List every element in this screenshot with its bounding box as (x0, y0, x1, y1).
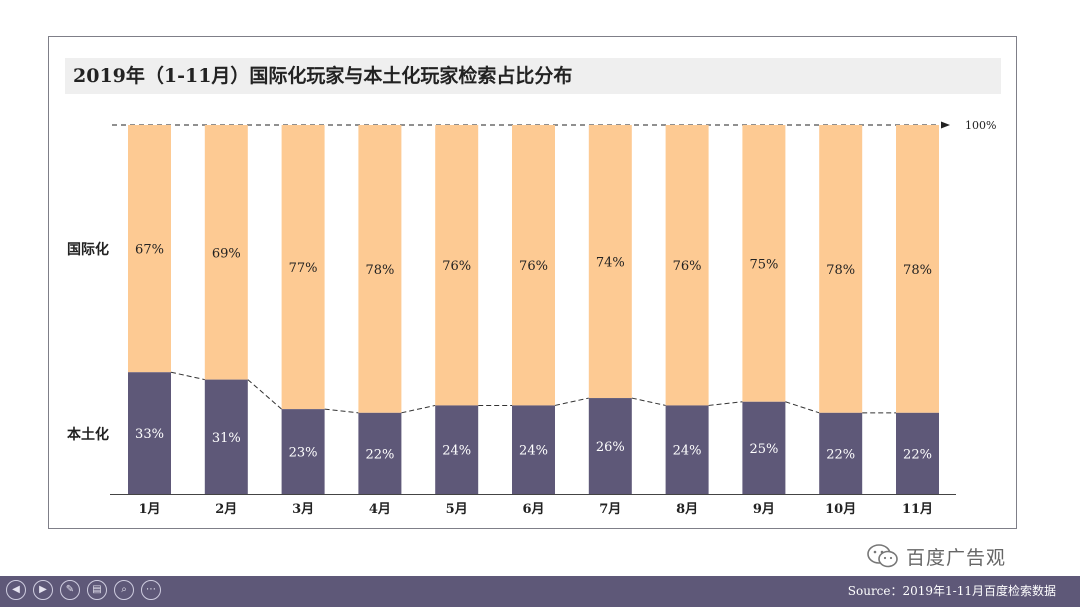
connector-line (708, 401, 743, 406)
category-label: 1月 (138, 502, 160, 517)
category-label: 4月 (369, 502, 391, 517)
slide-controls: ◀ ▶ ✎ ▤ ⌕ ⋯ (6, 580, 161, 600)
bar-international (358, 125, 402, 413)
connector-line (401, 404, 436, 414)
chart-title: 2019年（1-11月）国际化玩家与本土化玩家检索占比分布 (73, 65, 573, 87)
bar-local (742, 401, 786, 494)
value-label-local: 24% (673, 444, 702, 459)
prev-icon[interactable]: ◀ (6, 580, 26, 600)
value-label-local: 26% (596, 440, 625, 455)
category-label: 6月 (522, 502, 544, 517)
pen-icon[interactable]: ✎ (60, 580, 80, 600)
category-label: 11月 (902, 502, 933, 517)
bar-local (128, 372, 171, 494)
reference-arrow-icon (941, 121, 950, 129)
value-label-international: 77% (289, 261, 318, 276)
value-label-international: 75% (749, 257, 778, 272)
bar-local (204, 379, 248, 494)
title-band: 2019年（1-11月）国际化玩家与本土化玩家检索占比分布 (65, 58, 1001, 94)
category-label: 9月 (753, 502, 775, 517)
value-label-local: 23% (289, 446, 318, 461)
category-label: 5月 (446, 502, 468, 517)
value-label-local: 24% (442, 444, 471, 459)
bar-international (281, 125, 325, 410)
value-label-local: 31% (212, 431, 241, 446)
more-icon[interactable]: ⋯ (141, 580, 161, 600)
bar-international (742, 125, 786, 402)
category-label: 7月 (599, 502, 621, 517)
bar-international (665, 125, 709, 406)
bar-international (128, 125, 171, 373)
value-label-international: 67% (135, 243, 164, 258)
row-label-local: 本土化 (67, 426, 109, 443)
row-label-international: 国际化 (67, 241, 109, 258)
bar-local (588, 398, 632, 494)
category-label: 2月 (215, 502, 237, 517)
value-label-international: 78% (903, 263, 932, 278)
value-label-international: 78% (365, 263, 394, 278)
bar-international (204, 125, 248, 380)
value-label-local: 24% (519, 444, 548, 459)
bar-international (588, 125, 632, 399)
slides-icon[interactable]: ▤ (87, 580, 107, 600)
reference-label: 100% (965, 119, 996, 132)
category-label: 3月 (292, 502, 314, 517)
bar-international (896, 125, 939, 413)
value-label-international: 76% (673, 259, 702, 274)
connector-line (554, 397, 589, 406)
bar-local (435, 405, 479, 494)
connector-line (170, 371, 205, 381)
bar-local (896, 412, 939, 494)
connector-line (785, 401, 820, 414)
source-note: Source：2019年1-11月百度检索数据 (847, 584, 1056, 598)
bar-international (819, 125, 863, 413)
bar-local (819, 412, 863, 494)
value-label-international: 76% (519, 259, 548, 274)
category-label: 8月 (676, 502, 698, 517)
bar-local (512, 405, 555, 494)
value-label-local: 22% (903, 447, 932, 462)
bar-local (281, 409, 325, 494)
value-label-local: 25% (749, 442, 778, 457)
footer-bar: ◀ ▶ ✎ ▤ ⌕ ⋯ Source：2019年1-11月百度检索数据 (0, 576, 1080, 607)
value-label-international: 74% (596, 256, 625, 271)
zoom-icon[interactable]: ⌕ (114, 580, 134, 600)
value-label-local: 22% (826, 447, 855, 462)
bar-international (512, 125, 555, 406)
value-label-international: 78% (826, 263, 855, 278)
connector-line (247, 379, 282, 410)
bar-international (435, 125, 479, 406)
value-label-international: 76% (442, 259, 471, 274)
wechat-icon (867, 544, 898, 568)
value-label-international: 69% (212, 246, 241, 261)
stacked-bar-chart: 100% 67% 33% 1月 69% 31% 2月 77% 23% 3月 78% 22% 4月 76% 2… (67, 119, 996, 517)
watermark: 百度广告观 (866, 543, 1006, 569)
watermark-text: 百度广告观 (906, 546, 1007, 569)
next-icon[interactable]: ▶ (33, 580, 53, 600)
value-label-local: 22% (365, 447, 394, 462)
category-label: 10月 (825, 502, 856, 517)
value-label-local: 33% (135, 427, 164, 442)
bar-local (665, 405, 709, 494)
connector-line (631, 397, 666, 406)
connector-line (324, 408, 359, 414)
bar-local (358, 412, 402, 494)
